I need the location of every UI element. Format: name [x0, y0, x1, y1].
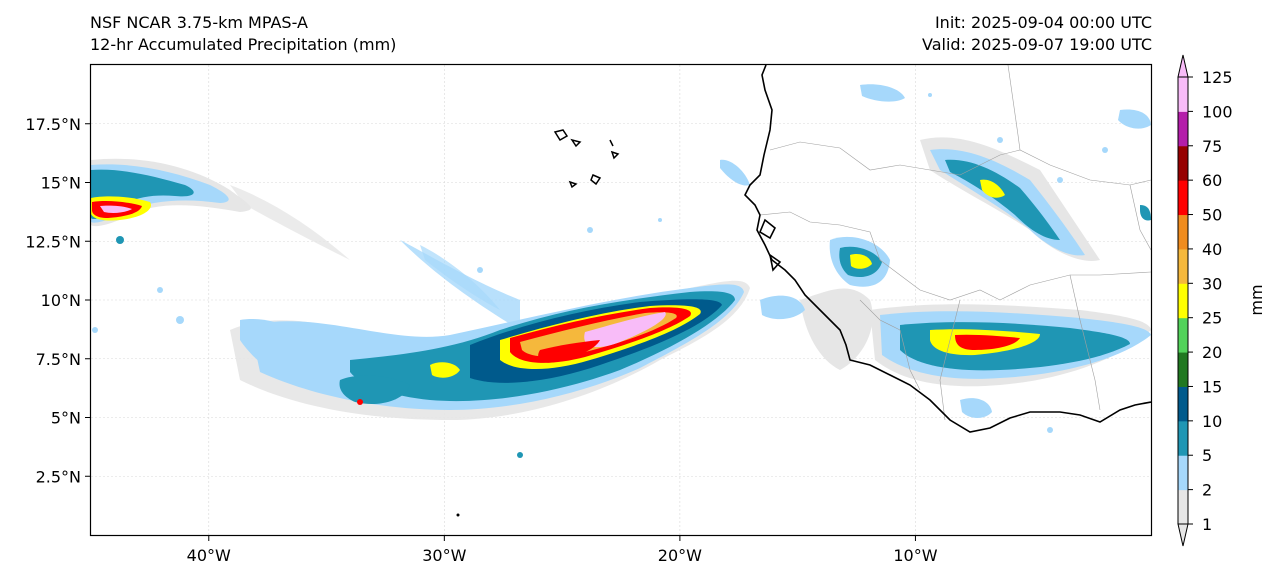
- colorbar-extend-high: [1177, 54, 1189, 78]
- lat-tick-label: 2.5°N: [36, 467, 81, 486]
- lat-tick-label: 17.5°N: [25, 115, 81, 134]
- colorbar-label: mm: [1247, 284, 1266, 315]
- colorbar-tick-label: 20: [1202, 343, 1222, 362]
- colorbar-segment: [1178, 145, 1188, 181]
- country-borders: [759, 65, 1151, 421]
- colorbar-tick-label: 60: [1202, 171, 1222, 190]
- field-title: 12-hr Accumulated Precipitation (mm): [90, 35, 397, 54]
- colorbar-segment: [1178, 214, 1188, 250]
- lon-tick-label: 10°W: [893, 546, 937, 565]
- colorbar-tick-label: 10: [1202, 412, 1222, 431]
- latitude-axis: 2.5°N 5°N 7.5°N 10°N 12.5°N 15°N 17.5°N: [25, 115, 90, 486]
- colorbar-outline: [1177, 76, 1189, 525]
- title-left: NSF NCAR 3.75-km MPAS-A 12-hr Accumulate…: [90, 12, 396, 56]
- colorbar-segment: [1178, 180, 1188, 216]
- lat-tick-label: 7.5°N: [36, 350, 81, 369]
- map-content: [91, 65, 1151, 535]
- colorbar-tick-label: 100: [1202, 102, 1233, 121]
- colorbar-segment: [1178, 352, 1188, 387]
- colorbar-tick-label: 5: [1202, 446, 1212, 465]
- title-right: Init: 2025-09-04 00:00 UTC Valid: 2025-0…: [922, 12, 1152, 56]
- colorbar-tick-label: 125: [1202, 68, 1233, 87]
- lon-tick-label: 30°W: [422, 546, 466, 565]
- colorbar-segment: [1178, 317, 1188, 353]
- colorbar-segment: [1178, 386, 1188, 422]
- model-title: NSF NCAR 3.75-km MPAS-A: [90, 13, 308, 32]
- colorbar-tick-label: 15: [1202, 377, 1222, 396]
- colorbar-segment: [1178, 455, 1188, 491]
- colorbar-segment: [1178, 111, 1188, 147]
- lon-tick-label: 40°W: [187, 546, 231, 565]
- colorbar-tick-label: 40: [1202, 240, 1222, 259]
- colorbar-segment: [1178, 489, 1188, 525]
- precip-field: [91, 84, 1151, 458]
- lon-tick-label: 20°W: [658, 546, 702, 565]
- lat-tick-label: 10°N: [41, 291, 81, 310]
- colorbar-tick-label: 1: [1202, 515, 1212, 534]
- map-frame: [89, 63, 1153, 537]
- colorbar-segment: [1178, 77, 1188, 112]
- longitude-axis: 40°W 30°W 20°W 10°W: [187, 536, 938, 565]
- colorbar-tick-label: 2: [1202, 481, 1212, 500]
- island-dot: [456, 513, 460, 517]
- lat-tick-label: 12.5°N: [25, 232, 81, 251]
- colorbar-segment: [1178, 283, 1188, 319]
- cape-verde-islands: [553, 129, 620, 189]
- colorbar-tick-label: 25: [1202, 309, 1222, 328]
- colorbar-body: [1177, 54, 1189, 547]
- lat-tick-label: 5°N: [51, 409, 81, 428]
- colorbar-tick-label: 50: [1202, 206, 1222, 225]
- coastline: [744, 65, 1151, 433]
- init-time: Init: 2025-09-04 00:00 UTC: [934, 13, 1152, 32]
- colorbar-segment: [1178, 420, 1188, 456]
- colorbar-extend-low: [1177, 523, 1189, 547]
- colorbar-segment: [1178, 248, 1188, 284]
- colorbar-tick-label: 30: [1202, 274, 1222, 293]
- colorbar-tick-label: 75: [1202, 137, 1222, 156]
- lat-tick-label: 15°N: [41, 174, 81, 193]
- valid-time: Valid: 2025-09-07 19:00 UTC: [921, 35, 1152, 54]
